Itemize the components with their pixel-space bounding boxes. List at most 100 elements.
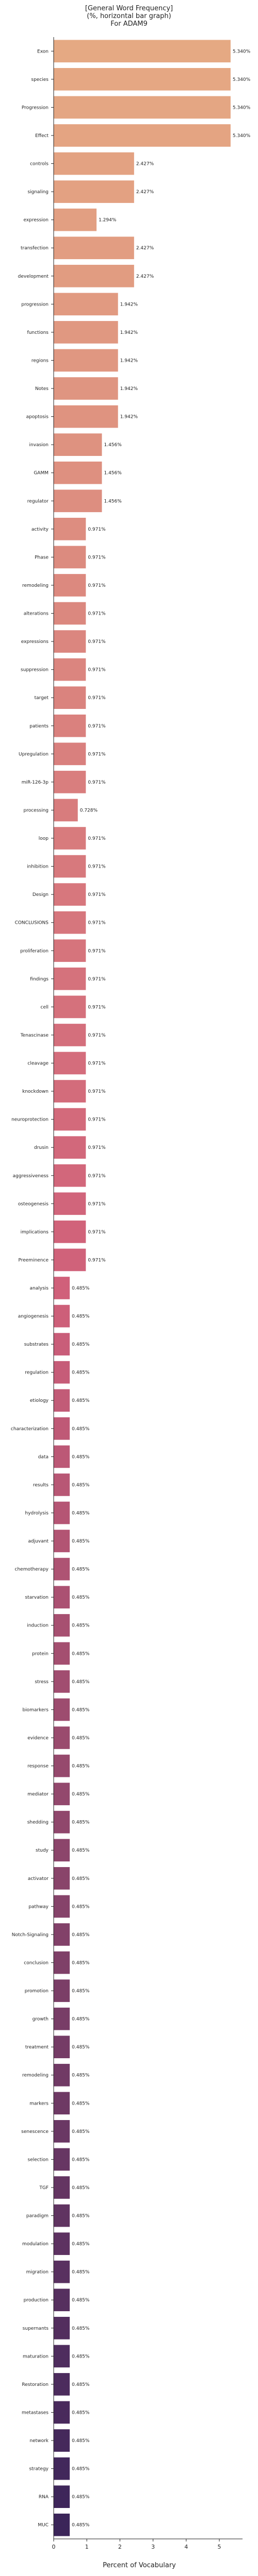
bar-starvation (54, 1586, 70, 1609)
bar-knockdown (54, 1080, 86, 1103)
y-tick-label: RNA (39, 2495, 49, 2500)
value-label: 0.485% (72, 2157, 90, 2162)
y-tick-label: progression (21, 302, 49, 307)
y-tick-label: Progression (22, 105, 49, 110)
bar-expression (54, 208, 97, 231)
bar-phase (54, 546, 86, 569)
value-label: 0.485% (72, 1567, 90, 1572)
y-tick-label: substrates (24, 1342, 49, 1347)
value-label: 0.971% (88, 724, 106, 729)
bar-processing (54, 799, 78, 822)
chart-title-line-2: (%, horizontal bar graph) (87, 12, 171, 20)
y-tick-label: alterations (24, 612, 49, 617)
y-tick-label: MUC (38, 2523, 49, 2528)
y-tick-label: angiogenesis (18, 1314, 49, 1319)
y-tick-label: data (38, 1454, 49, 1460)
value-label: 0.485% (72, 1651, 90, 1656)
y-tick-label: stress (35, 1680, 49, 1685)
y-tick-label: Phase (35, 555, 49, 560)
value-label: 0.485% (72, 1623, 90, 1629)
bar-cell (54, 995, 86, 1019)
y-tick-label: GAMM (34, 471, 49, 476)
bar-remodeling (54, 2063, 70, 2087)
x-tick-label: 4 (184, 2544, 188, 2550)
value-label: 0.485% (72, 2101, 90, 2106)
bar-activity (54, 518, 86, 540)
bar-drusin (54, 1136, 86, 1159)
bar-signaling (54, 180, 134, 203)
y-tick-label: Restoration (22, 2382, 49, 2387)
y-tick-label: apoptosis (26, 415, 49, 420)
bar-regulator (54, 489, 102, 513)
y-tick-label: shedding (27, 1820, 49, 1825)
bar-characterization (54, 1417, 70, 1440)
bar-suppression (54, 658, 86, 681)
value-label: 0.485% (72, 2017, 90, 2022)
y-tick-label: development (18, 274, 49, 279)
value-label: 0.971% (88, 555, 106, 560)
value-label: 0.485% (72, 1848, 90, 1853)
x-axis: 0 1 2 3 4 5 (52, 37, 243, 2550)
value-label: 0.971% (88, 921, 106, 926)
bar-growth (54, 2007, 70, 2030)
value-label: 0.485% (72, 1933, 90, 1938)
bar-chemotherapy (54, 1557, 70, 1581)
bar-protein (54, 1642, 70, 1665)
y-tick-label: response (27, 1764, 49, 1769)
y-tick-label: strategy (29, 2467, 49, 2472)
value-label: 0.485% (72, 2185, 90, 2191)
bar-controls (54, 152, 134, 175)
bar-modulation (54, 2232, 70, 2255)
value-label: 2.427% (136, 162, 154, 167)
bar-senescence (54, 2120, 70, 2143)
value-label: 0.485% (72, 1764, 90, 1769)
value-label: 0.485% (72, 2298, 90, 2303)
value-label: 0.971% (88, 1145, 106, 1150)
y-tick-label: controls (30, 162, 49, 167)
bar-gamm (54, 461, 102, 484)
bar-upregulation (54, 742, 86, 766)
y-tick-label: pathway (28, 1904, 49, 1909)
bar-cleavage (54, 1052, 86, 1075)
value-label: 0.485% (72, 1792, 90, 1797)
bar-neuroprotection (54, 1108, 86, 1131)
chart-title-line-1: [General Word Frequency] (85, 5, 173, 12)
bar-conclusions (54, 911, 86, 934)
y-tick-label: signaling (27, 190, 49, 195)
value-label: 1.456% (104, 471, 122, 476)
bar-development (54, 264, 134, 287)
value-label: 0.971% (88, 612, 106, 617)
bar-strategy (54, 2457, 70, 2480)
y-tick-label: expressions (21, 639, 49, 645)
value-label: 0.971% (88, 527, 106, 532)
value-label: 0.485% (72, 2495, 90, 2500)
bar-species (54, 68, 231, 91)
y-tick-label: suppression (21, 668, 49, 673)
bar-apoptosis (54, 405, 118, 428)
value-label: 0.971% (88, 1230, 106, 1235)
y-tick-label: neuroprotection (11, 1117, 49, 1123)
bar-migration (54, 2260, 70, 2283)
bar-substrates (54, 1333, 70, 1355)
y-tick-label: findings (30, 977, 49, 982)
bar-functions (54, 321, 118, 344)
value-label: 0.485% (72, 2523, 90, 2528)
bar-effect (54, 124, 231, 147)
bar-osteogenesis (54, 1192, 86, 1215)
value-label: 0.485% (72, 2382, 90, 2387)
value-label: 0.971% (88, 1089, 106, 1094)
bar-patients (54, 714, 86, 737)
bar-muc (54, 2513, 70, 2536)
y-tick-label: expression (23, 218, 49, 223)
value-label: 0.485% (72, 1989, 90, 1994)
y-tick-label: Exon (37, 49, 49, 54)
y-tick-label: treatment (25, 2045, 49, 2050)
bar-promotion (54, 1979, 70, 2002)
bar-angiogenesis (54, 1304, 70, 1328)
value-label: 0.971% (88, 1005, 106, 1010)
bar-adjuvant (54, 1530, 70, 1552)
y-tick-label: drusin (34, 1145, 49, 1150)
value-label: 1.294% (99, 218, 117, 223)
value-label: 0.485% (72, 1286, 90, 1291)
